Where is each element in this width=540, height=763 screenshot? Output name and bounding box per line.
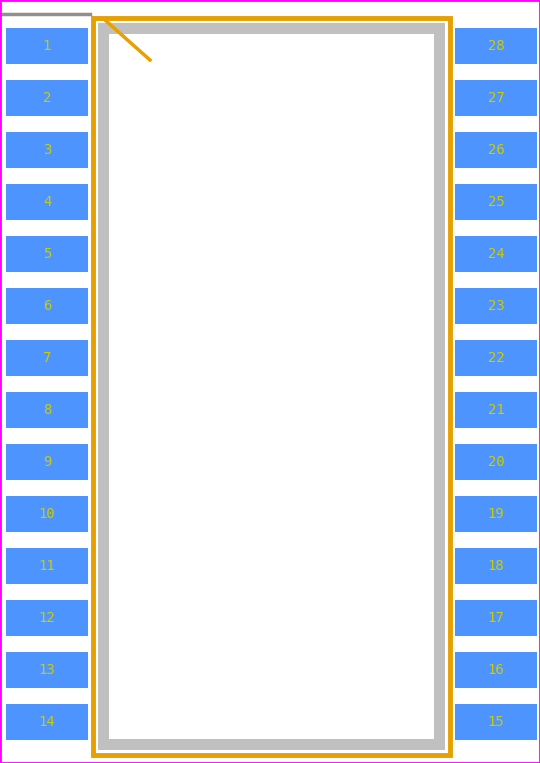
Bar [6,132,88,168]
Text: 19: 19 [488,507,504,521]
Bar [455,392,537,428]
Bar [6,80,88,116]
Bar [6,28,88,64]
Text: 10: 10 [39,507,56,521]
Text: 15: 15 [488,715,504,729]
Bar [6,236,88,272]
Text: 6: 6 [43,299,51,313]
Bar [6,288,88,324]
Bar [455,80,537,116]
Text: 24: 24 [488,247,504,261]
Bar [455,444,537,480]
Bar [455,184,537,220]
Text: 27: 27 [488,91,504,105]
Text: 28: 28 [488,39,504,53]
Bar [455,548,537,584]
Text: 16: 16 [488,663,504,677]
Bar [6,392,88,428]
Text: 2: 2 [43,91,51,105]
Text: 7: 7 [43,351,51,365]
Text: 9: 9 [43,455,51,469]
Bar [6,184,88,220]
Bar [455,28,537,64]
Bar [6,652,88,688]
Text: 21: 21 [488,403,504,417]
Text: 23: 23 [488,299,504,313]
Bar [455,652,537,688]
Bar [6,704,88,740]
Bar [6,548,88,584]
Text: 8: 8 [43,403,51,417]
Bar [455,236,537,272]
Text: 4: 4 [43,195,51,209]
Text: 12: 12 [39,611,56,625]
Bar [6,340,88,376]
Text: 14: 14 [39,715,56,729]
Bar [109,34,434,739]
Text: 17: 17 [488,611,504,625]
Text: 22: 22 [488,351,504,365]
Bar [6,444,88,480]
Bar [6,600,88,636]
Text: 20: 20 [488,455,504,469]
Text: 13: 13 [39,663,56,677]
Bar [455,288,537,324]
Text: 26: 26 [488,143,504,157]
Text: 3: 3 [43,143,51,157]
Bar [455,132,537,168]
Text: 11: 11 [39,559,56,573]
Bar [455,340,537,376]
Text: 25: 25 [488,195,504,209]
Text: 5: 5 [43,247,51,261]
Bar [93,18,450,755]
Bar [455,600,537,636]
Bar [98,23,445,750]
Text: 18: 18 [488,559,504,573]
Bar [6,496,88,532]
Bar [455,704,537,740]
Text: 1: 1 [43,39,51,53]
Bar [455,496,537,532]
